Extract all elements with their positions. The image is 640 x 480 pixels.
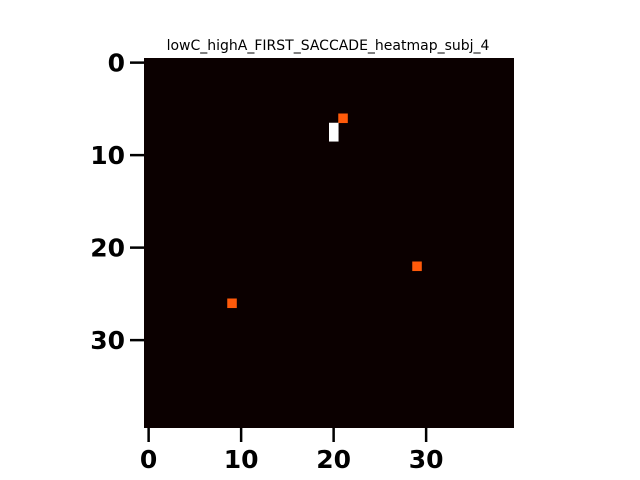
y-tick-label: 0 [108,49,125,78]
x-axis: 0 10 20 30 [140,428,444,474]
x-tick-label: 20 [316,445,351,474]
y-tick-label: 20 [90,234,125,263]
y-tick-label: 10 [90,141,125,170]
heatmap-cell [227,298,237,309]
x-tick-label: 10 [224,445,259,474]
heatmap-cell [329,132,339,142]
heatmap-cell [338,113,348,124]
heatmap-cell [329,122,339,133]
y-axis: 0 10 20 30 [90,49,144,355]
y-tick-label: 30 [90,326,125,355]
x-tick-label: 0 [140,445,157,474]
heatmap-cell [412,261,422,272]
x-tick-label: 30 [409,445,444,474]
chart-title: lowC_highA_FIRST_SACCADE_heatmap_subj_4 [167,38,490,54]
heatmap-cells [227,113,422,309]
heatmap-background [144,58,514,428]
